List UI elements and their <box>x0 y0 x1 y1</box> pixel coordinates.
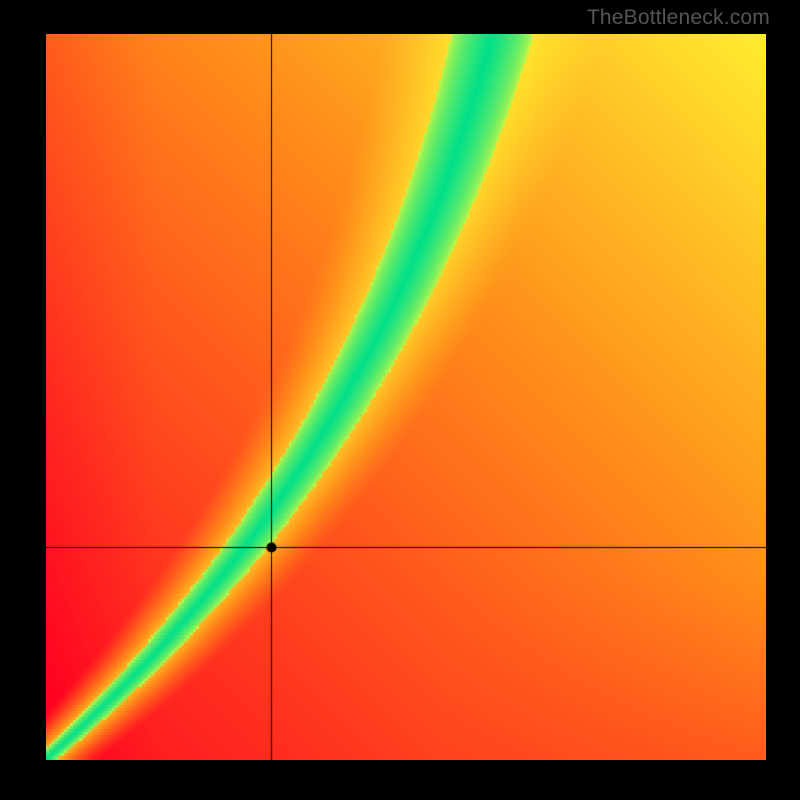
heatmap-canvas <box>46 34 766 760</box>
watermark-text: TheBottleneck.com <box>587 6 770 30</box>
chart-frame: TheBottleneck.com <box>0 0 800 800</box>
heatmap-plot <box>46 34 766 760</box>
